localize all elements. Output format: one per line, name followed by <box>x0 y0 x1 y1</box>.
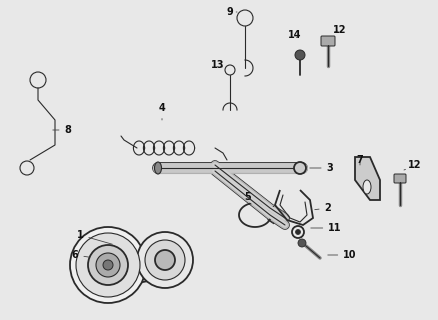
Text: 1: 1 <box>77 230 112 244</box>
Text: 7: 7 <box>356 155 363 165</box>
Circle shape <box>76 233 140 297</box>
Text: 10: 10 <box>327 250 356 260</box>
FancyBboxPatch shape <box>320 36 334 46</box>
Text: 2: 2 <box>314 203 331 213</box>
Text: 5: 5 <box>244 192 251 202</box>
Circle shape <box>297 239 305 247</box>
Circle shape <box>96 253 120 277</box>
Text: 4: 4 <box>158 103 165 120</box>
Text: 12: 12 <box>332 25 346 35</box>
Ellipse shape <box>154 162 161 174</box>
Circle shape <box>145 240 184 280</box>
Text: 3: 3 <box>309 163 332 173</box>
Polygon shape <box>138 240 153 283</box>
Circle shape <box>155 250 175 270</box>
Circle shape <box>103 260 113 270</box>
Text: 12: 12 <box>403 160 421 170</box>
Circle shape <box>295 229 300 235</box>
Text: 8: 8 <box>53 125 71 135</box>
Circle shape <box>293 162 305 174</box>
Circle shape <box>294 50 304 60</box>
Circle shape <box>137 232 193 288</box>
Text: 13: 13 <box>211 60 224 70</box>
Ellipse shape <box>362 180 370 194</box>
Text: 11: 11 <box>310 223 341 233</box>
Circle shape <box>88 245 128 285</box>
Text: 6: 6 <box>71 250 92 260</box>
Polygon shape <box>354 157 379 200</box>
Text: 14: 14 <box>288 30 301 40</box>
Text: 9: 9 <box>226 7 237 17</box>
FancyBboxPatch shape <box>393 174 405 183</box>
Circle shape <box>70 227 146 303</box>
